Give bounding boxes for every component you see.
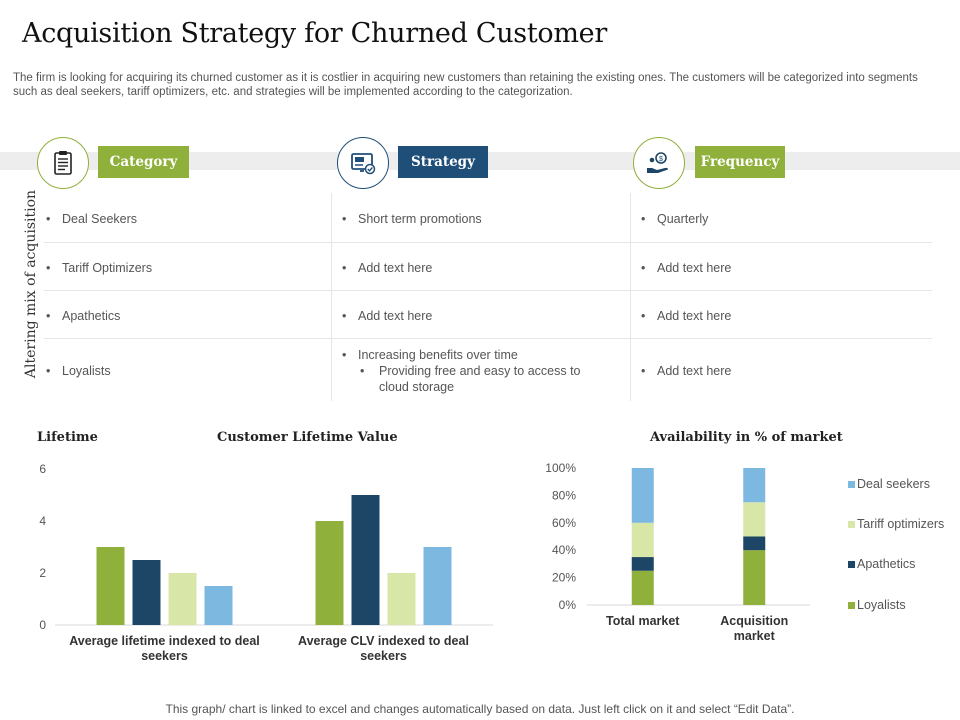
market-bar-segment — [743, 502, 766, 537]
legend-apathetics: Apathetics — [848, 557, 948, 572]
legend-deal-seekers: Deal seekers — [848, 477, 948, 492]
category-cell: • Loyalists — [46, 364, 111, 378]
clv-bar — [168, 573, 197, 625]
strategy-cell: • Add text here — [342, 261, 433, 275]
strategy-cell: • Increasing benefits over time — [342, 348, 518, 362]
market-ytick-label: 40% — [552, 543, 576, 557]
market-bar-segment — [743, 468, 766, 503]
legend-tariff-optimizers: Tariff optimizers — [848, 517, 948, 532]
market-bar-segment — [743, 536, 766, 551]
market-ytick-label: 100% — [545, 461, 576, 475]
clv-ytick-label: 2 — [39, 566, 46, 580]
market-bar-segment — [743, 550, 766, 605]
frequency-cell: • Quarterly — [641, 212, 709, 226]
legend-loyalists: Loyalists — [848, 598, 948, 613]
market-ytick-label: 60% — [552, 516, 576, 530]
market-bar-segment — [631, 522, 654, 558]
side-label: Altering mix of acquisition — [23, 189, 39, 379]
clv-ytick-label: 6 — [39, 462, 46, 476]
frequency-cell: • Add text here — [641, 261, 732, 275]
strategy-header: Strategy — [398, 146, 488, 178]
strategy-cell: • Add text here — [342, 309, 433, 323]
clv-category-label: seekers — [141, 649, 188, 663]
clv-bar — [315, 521, 344, 625]
category-cell: • Deal Seekers — [46, 212, 138, 226]
clv-bar — [204, 586, 233, 625]
market-chart-title: Availability in % of market — [650, 430, 843, 445]
intro-text: The firm is looking for acquiring its ch… — [13, 72, 918, 98]
hand-coin-icon: $ — [647, 152, 668, 173]
clv-ytick-label: 0 — [39, 618, 46, 632]
row-divider — [44, 338, 932, 339]
clv-ytick-label: 4 — [39, 514, 46, 528]
market-bar-segment — [631, 570, 654, 605]
row-divider — [44, 290, 932, 291]
row-divider — [44, 242, 932, 243]
market-bar-segment — [631, 557, 654, 571]
market-category-label: Acquisition — [720, 614, 788, 628]
market-bar-segment — [631, 468, 654, 523]
clv-category-label: Average CLV indexed to deal — [298, 634, 469, 648]
market-ytick-label: 0% — [559, 598, 577, 612]
market-category-label: market — [734, 629, 776, 643]
clv-ylabel: Lifetime — [37, 430, 98, 445]
market-ytick-label: 80% — [552, 488, 576, 502]
frequency-cell: • Add text here — [641, 309, 732, 323]
market-ytick-label: 20% — [552, 571, 576, 585]
clv-bar — [351, 495, 380, 625]
frequency-header: Frequency — [695, 146, 785, 178]
clipboard-icon — [54, 151, 72, 175]
page-title: Acquisition Strategy for Churned Custome… — [22, 18, 607, 49]
category-icon-circle — [37, 137, 89, 189]
footer-note: This graph/ chart is linked to excel and… — [165, 702, 795, 716]
strategy-icon-circle — [337, 137, 389, 189]
category-header: Category — [98, 146, 189, 178]
frequency-icon-circle: $ — [633, 137, 685, 189]
category-cell: • Tariff Optimizers — [46, 261, 153, 275]
clv-category-label: Average lifetime indexed to deal — [69, 634, 260, 648]
strategy-cell: • Short term promotions — [342, 212, 482, 226]
clv-bar — [423, 547, 452, 625]
clv-category-label: seekers — [360, 649, 407, 663]
monitor-check-icon — [351, 153, 376, 175]
clv-bar — [387, 573, 416, 625]
strategy-subcell: • Providing free and easy to access to cl… — [360, 364, 581, 394]
clv-bar — [132, 560, 161, 625]
column-divider — [331, 193, 332, 401]
category-cell: • Apathetics — [46, 309, 121, 323]
svg-text:$: $ — [659, 156, 663, 163]
market-category-label: Total market — [606, 614, 680, 628]
frequency-cell: • Add text here — [641, 364, 732, 378]
clv-chart-title: Customer Lifetime Value — [217, 430, 398, 445]
clv-bar — [96, 547, 125, 625]
market-chart: 0% 20% 40% 60% 80% 100% Total market Acquisitio… — [545, 461, 810, 643]
column-divider — [630, 193, 631, 401]
